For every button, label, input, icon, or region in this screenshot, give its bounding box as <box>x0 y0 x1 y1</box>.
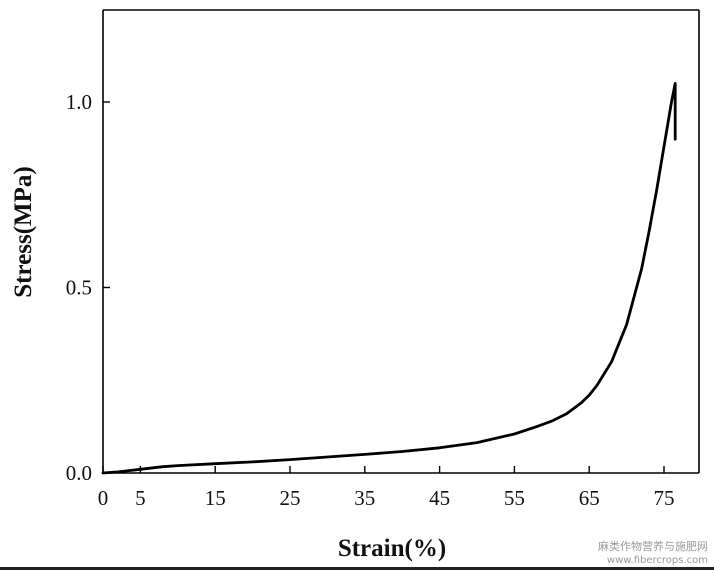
plot-frame <box>102 9 700 474</box>
x-tick-label: 55 <box>504 486 525 510</box>
x-tick-label: 75 <box>654 486 675 510</box>
y-tick-label: 1.0 <box>66 90 92 114</box>
watermark-line1: 麻类作物营养与施肥网 <box>598 539 708 553</box>
y-ticks: 0.0 0.5 1.0 <box>66 90 110 485</box>
y-tick-label: 0.0 <box>66 461 92 485</box>
x-ticks: 0 5 15 25 35 45 55 65 75 <box>98 466 675 510</box>
y-tick-label: 0.5 <box>66 276 92 300</box>
stress-strain-curve <box>101 82 677 475</box>
x-tick-label: 5 <box>135 486 146 510</box>
x-tick-label: 45 <box>429 486 450 510</box>
x-tick-label: 0 <box>98 486 109 510</box>
x-tick-label: 15 <box>205 486 226 510</box>
x-tick-label: 35 <box>354 486 375 510</box>
watermark-line2: www.fibercrops.com <box>607 555 708 566</box>
y-axis-title: Stress(MPa) <box>10 166 37 297</box>
x-axis-title: Strain(%) <box>338 535 446 562</box>
x-tick-label: 65 <box>579 486 600 510</box>
x-tick-label: 25 <box>280 486 301 510</box>
bottom-border <box>0 567 714 570</box>
